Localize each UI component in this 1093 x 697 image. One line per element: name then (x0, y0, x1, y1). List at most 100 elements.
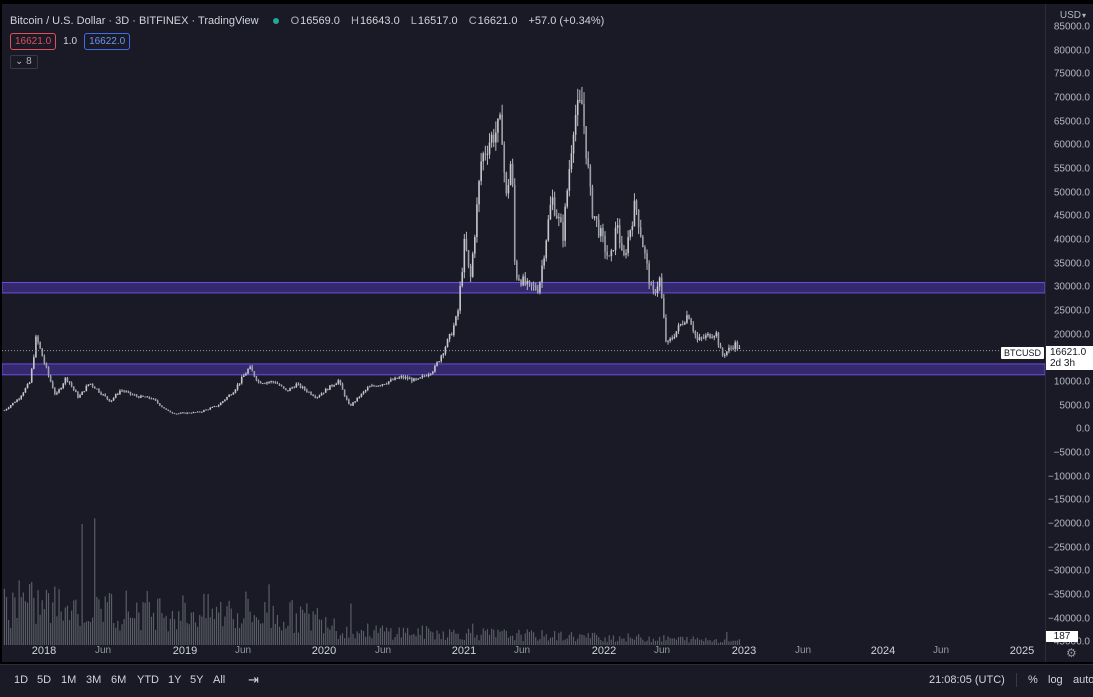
candle-body (213, 406, 216, 407)
settings-gear-icon[interactable]: ⚙ (1066, 646, 1077, 660)
timeframe-button-3m[interactable]: 3M (86, 674, 102, 686)
timeframe-button-6m[interactable]: 6M (111, 674, 127, 686)
volume-bar (402, 627, 405, 645)
volume-bar (556, 640, 558, 645)
candle-body (572, 134, 575, 154)
volume-bar (436, 630, 438, 645)
volume-bar (711, 641, 713, 645)
volume-bar (56, 616, 58, 645)
volume-bar (537, 640, 539, 645)
volume-bar (113, 623, 115, 645)
volume-bar (85, 621, 87, 645)
candle-body (339, 380, 342, 384)
volume-bar (150, 616, 153, 645)
volume-bar (239, 627, 241, 645)
date-range-icon[interactable]: ⇥ (248, 672, 259, 687)
candle-body (125, 391, 128, 393)
candle-body (291, 387, 293, 389)
timeframe-button-all[interactable]: All (213, 674, 226, 686)
candle-body (280, 385, 283, 387)
currency-selector[interactable]: USD▾ (1060, 10, 1086, 21)
price-tick-label: 55000.0 (1053, 163, 1090, 175)
volume-value-tag: 187 (1046, 631, 1078, 642)
volume-bar (516, 633, 518, 645)
candle-body (524, 276, 527, 285)
candle-body (488, 142, 491, 155)
candle-body (180, 412, 182, 414)
timeframe-button-1m[interactable]: 1M (61, 674, 77, 686)
volume-bar (449, 629, 451, 645)
sell-price-button[interactable]: 16621.0 (10, 33, 57, 50)
volume-bar (127, 611, 129, 645)
timeframe-button-ytd[interactable]: YTD (137, 674, 159, 686)
support-zone[interactable] (2, 363, 1045, 376)
percent-scale-toggle[interactable]: % (1028, 674, 1038, 686)
buy-price-button[interactable]: 16622.0 (84, 33, 131, 50)
candle-body (610, 250, 613, 257)
candle-body (726, 351, 728, 356)
candle-body (612, 250, 615, 251)
volume-bar (278, 626, 281, 645)
candle-body (327, 388, 329, 391)
volume-bar (266, 612, 268, 645)
volume-bar (64, 607, 66, 645)
log-scale-toggle[interactable]: log (1048, 674, 1063, 686)
candle-body (159, 403, 161, 406)
auto-scale-toggle[interactable]: auto (1073, 674, 1093, 686)
symbol-title[interactable]: Bitcoin / U.S. Dollar · 3D · BITFINEX · … (10, 15, 259, 27)
volume-bar (476, 634, 478, 645)
time-axis-year-label: 2019 (172, 645, 198, 657)
volume-bar (173, 619, 176, 645)
volume-bar (54, 586, 56, 645)
candle-body (66, 377, 69, 382)
volume-bar (360, 629, 363, 645)
candle-body (623, 250, 625, 255)
volume-bar (698, 639, 701, 645)
candle-body (22, 392, 25, 396)
timeframe-button-5d[interactable]: 5D (37, 674, 52, 686)
chevron-down-icon: ▾ (1081, 11, 1086, 20)
candle-body (421, 375, 424, 378)
volume-bar (453, 629, 455, 645)
candle-body (266, 382, 268, 384)
candle-body (675, 331, 678, 337)
volume-bar (232, 619, 234, 645)
chart-pane[interactable]: Bitcoin / U.S. Dollar · 3D · BITFINEX · … (2, 4, 1045, 662)
candle-body (364, 390, 367, 392)
volume-bar (230, 608, 232, 645)
volume-bar (348, 637, 350, 645)
time-axis-year-label: 2021 (451, 645, 477, 657)
candle-body (7, 407, 10, 409)
candle-body (100, 392, 102, 395)
candle-body (637, 209, 640, 228)
volume-bar (18, 580, 20, 645)
candle-body (618, 225, 621, 244)
candle-body (411, 378, 413, 382)
candle-body (91, 383, 94, 387)
volume-bar (207, 594, 209, 645)
candle-body (434, 365, 436, 372)
volume-bar (722, 642, 724, 645)
candle-body (631, 226, 634, 231)
volume-bar (125, 590, 127, 645)
volume-bar (497, 629, 499, 645)
bar-countdown: 2d 3h (1050, 358, 1076, 369)
volume-bar (688, 642, 690, 645)
timeframe-button-5y[interactable]: 5Y (190, 674, 204, 686)
price-axis[interactable]: USD▾ 85000.0 80000.0 75000.0 70000.0 65000.0… (1045, 4, 1093, 662)
candle-body (184, 412, 186, 414)
clock-display[interactable]: 21:08:05 (UTC) (929, 674, 1005, 686)
candle-body (530, 282, 533, 286)
timeframe-button-1d[interactable]: 1D (14, 674, 29, 686)
volume-bar (20, 597, 22, 645)
volume-bar (335, 630, 337, 645)
price-chart[interactable] (2, 4, 1045, 662)
time-axis[interactable]: 2018 Jun 2019 Jun 2020 Jun 2021 Jun 2022 Jun 2023 J… (2, 645, 1045, 659)
candle-body (54, 388, 56, 395)
timeframe-button-1y[interactable]: 1Y (168, 674, 182, 686)
volume-bar (400, 637, 402, 645)
indicators-toggle[interactable]: ⌄ 8 (10, 55, 38, 69)
volume-bar (665, 640, 667, 645)
candle-body (547, 219, 550, 241)
candle-body (161, 405, 163, 407)
